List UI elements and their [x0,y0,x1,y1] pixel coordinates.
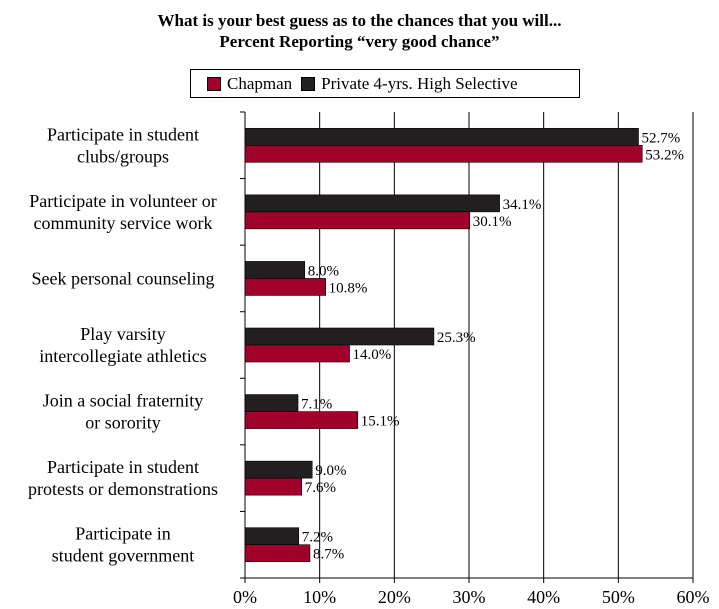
category-label: Play varsity [80,324,166,344]
bar [244,194,500,213]
category-label: or sorority [85,413,161,433]
legend-label-chapman: Chapman [227,73,293,93]
data-label: 25.3% [437,330,476,346]
category-label: intercollegiate athletics [39,346,206,366]
x-tick-label: 50% [602,587,635,607]
legend-swatch-chapman [207,76,221,91]
x-tick-label: 0% [233,587,257,607]
legend: Chapman Private 4-yrs. High Selective [190,69,580,98]
category-label: Participate in student [47,457,199,477]
chart-subtitle: Percent Reporting “very good chance” [219,32,500,51]
data-label: 34.1% [503,197,542,213]
data-label: 9.0% [315,463,346,479]
bar [244,327,435,346]
data-label: 7.1% [301,397,332,413]
data-label: 8.0% [308,263,339,279]
category-label: Participate in volunteer or [29,191,216,211]
bar [244,344,350,363]
category-label: Join a social fraternity [43,391,203,411]
bar [244,261,306,279]
x-tick-label: 40% [527,587,560,607]
bar [244,127,639,146]
data-label: 52.7% [641,130,680,146]
bar [244,411,359,429]
bar [244,527,300,546]
x-tick-label: 20% [378,587,411,607]
chart-title: What is your best guess as to the chance… [157,11,562,30]
data-label: 8.7% [313,547,344,563]
category-label: Participate in [75,524,170,544]
x-tick-label: 10% [303,587,336,607]
category-label: Participate in student [47,124,199,144]
x-tick-label: 60% [677,587,710,607]
category-label: Seek personal counseling [32,268,215,288]
bar [244,544,311,563]
legend-item-chapman: Chapman [207,74,292,94]
category-label: clubs/groups [77,146,169,166]
category-label: student government [52,546,194,566]
data-label: 53.2% [645,147,684,163]
bar [244,144,643,163]
category-label: community service work [34,213,213,233]
bar [244,460,313,479]
data-label: 15.1% [361,414,400,430]
bar [244,394,299,412]
bar [244,211,471,230]
legend-label-private: Private 4-yrs. High Selective [321,73,518,93]
data-label: 10.8% [329,280,368,296]
bar [244,477,303,496]
bar [244,278,326,296]
legend-swatch-private [301,76,316,91]
legend-item-private: Private 4-yrs. High Selective [301,73,518,94]
category-label: protests or demonstrations [28,479,218,499]
data-label: 30.1% [473,214,512,230]
x-tick-label: 30% [453,587,486,607]
data-label: 14.0% [353,347,392,363]
data-label: 7.6% [305,480,336,496]
data-label: 7.2% [302,530,333,546]
